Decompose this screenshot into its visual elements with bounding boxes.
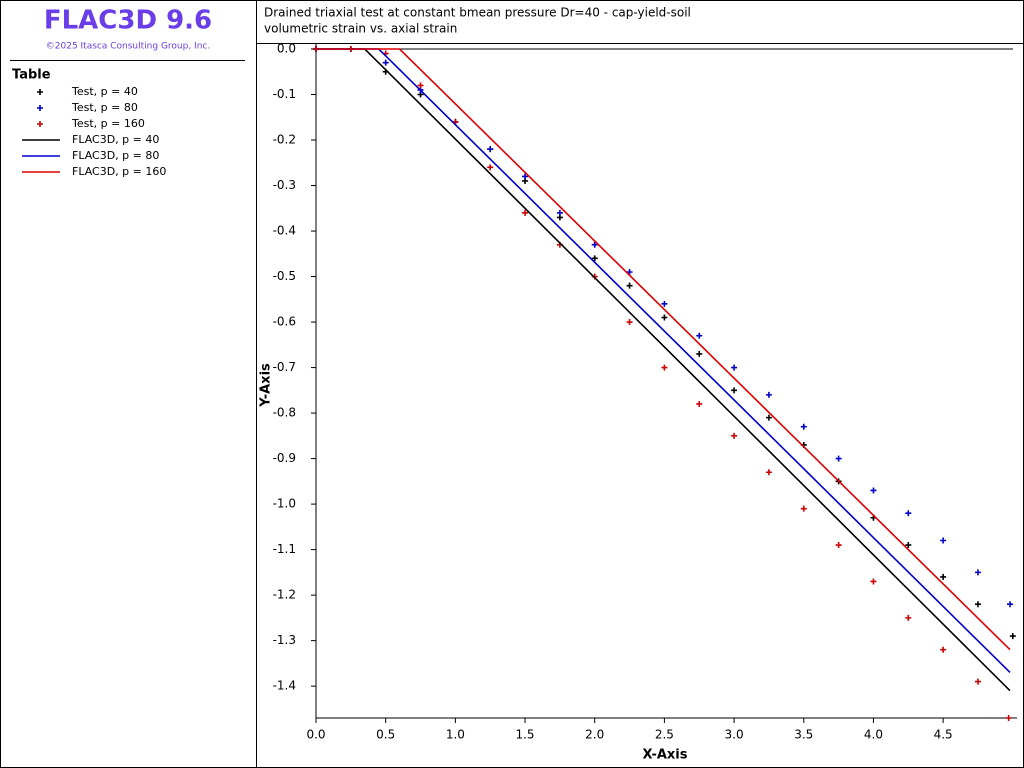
data-point — [522, 209, 529, 216]
x-tick-label: 1.5 — [515, 728, 534, 742]
y-tick-label: -0.5 — [273, 269, 296, 283]
x-tick-label: 3.5 — [794, 728, 813, 742]
data-point — [626, 319, 633, 326]
data-point — [661, 300, 668, 307]
chart-subtitle: volumetric strain vs. axial strain — [264, 22, 457, 36]
y-tick-label: -1.1 — [273, 542, 296, 556]
y-tick-label: -1.2 — [273, 588, 296, 602]
data-point — [1007, 601, 1014, 608]
data-point — [731, 387, 738, 394]
data-point — [696, 332, 703, 339]
data-point — [661, 314, 668, 321]
y-tick-label: -1.4 — [273, 679, 296, 693]
data-point — [731, 364, 738, 371]
data-point — [591, 241, 598, 248]
data-point — [800, 423, 807, 430]
data-point — [974, 678, 981, 685]
data-point — [765, 469, 772, 476]
x-tick-label: 4.0 — [864, 728, 883, 742]
data-point — [522, 173, 529, 180]
data-point — [905, 510, 912, 517]
data-point — [556, 209, 563, 216]
x-tick-label: 3.0 — [725, 728, 744, 742]
chart-title: Drained triaxial test at constant bmean … — [264, 6, 691, 20]
data-point — [905, 614, 912, 621]
legend-label: Test, p = 80 — [71, 101, 138, 114]
x-tick-label: 2.0 — [585, 728, 604, 742]
legend-label: FLAC3D, p = 40 — [72, 133, 159, 146]
y-tick-label: -0.9 — [273, 451, 296, 465]
x-tick-label: 4.5 — [934, 728, 953, 742]
data-point — [591, 255, 598, 262]
data-point — [487, 164, 494, 171]
data-point — [835, 455, 842, 462]
legend-title: Table — [12, 68, 51, 83]
y-tick-label: 0.0 — [277, 42, 296, 56]
data-point — [1005, 715, 1012, 721]
data-point — [626, 269, 633, 275]
y-tick-label: -0.1 — [273, 87, 296, 101]
y-tick-label: -1.3 — [273, 633, 296, 647]
legend-label: FLAC3D, p = 80 — [72, 149, 159, 162]
x-tick-label: 0.0 — [306, 728, 325, 742]
data-point — [765, 414, 772, 421]
x-axis-label: X-Axis — [643, 748, 688, 763]
y-tick-label: -0.6 — [273, 315, 296, 329]
series-line — [316, 48, 1011, 651]
x-tick-label: 2.5 — [655, 728, 674, 742]
y-tick-label: -0.8 — [273, 406, 296, 420]
legend-marker — [37, 105, 43, 111]
data-point — [1009, 633, 1016, 640]
data-point — [382, 59, 389, 66]
data-point — [696, 350, 703, 357]
data-point — [626, 282, 633, 289]
legend-label: Test, p = 40 — [71, 85, 138, 98]
legend-marker — [37, 121, 43, 127]
y-tick-label: -0.3 — [273, 178, 296, 192]
data-point — [696, 400, 703, 407]
series-line — [316, 48, 1011, 692]
data-point — [940, 646, 947, 653]
legend-label: Test, p = 160 — [71, 117, 145, 130]
data-point — [731, 432, 738, 439]
y-tick-label: -0.7 — [273, 360, 296, 374]
data-point — [800, 505, 807, 512]
data-point — [417, 82, 424, 89]
y-tick-label: -0.4 — [273, 224, 296, 238]
series-line — [316, 48, 1011, 674]
data-point — [940, 537, 947, 544]
y-tick-label: -1.0 — [273, 497, 296, 511]
data-point — [870, 487, 877, 494]
data-point — [940, 573, 947, 580]
data-point — [661, 364, 668, 371]
data-point — [765, 391, 772, 398]
y-tick-label: -0.2 — [273, 133, 296, 147]
legend-label: FLAC3D, p = 160 — [72, 165, 166, 178]
app-copyright: ©2025 Itasca Consulting Group, Inc. — [46, 42, 210, 52]
data-point — [835, 542, 842, 549]
x-tick-label: 1.0 — [446, 728, 465, 742]
data-point — [974, 569, 981, 576]
legend-marker — [37, 89, 43, 95]
data-point — [870, 578, 877, 585]
data-point — [905, 542, 912, 549]
y-axis-label: Y-Axis — [259, 363, 274, 408]
data-point — [974, 601, 981, 608]
x-tick-label: 0.5 — [376, 728, 395, 742]
data-point — [487, 146, 494, 153]
app-name: FLAC3D 9.6 — [44, 6, 212, 36]
